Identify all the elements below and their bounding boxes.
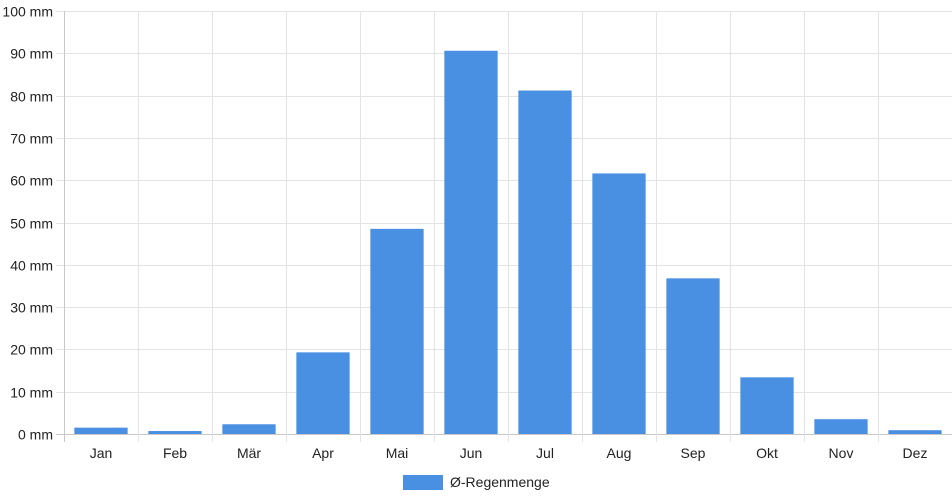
bar-mär[interactable] [222, 424, 276, 434]
legend-label-series[interactable]: Ø-Regenmenge [450, 474, 550, 490]
x-tick-label: Apr [312, 445, 334, 461]
y-tick-label: 10 mm [10, 385, 53, 401]
bar-okt[interactable] [740, 377, 794, 434]
bar-jan[interactable] [74, 427, 128, 434]
y-tick-label: 100 mm [2, 4, 53, 20]
x-tick-label: Nov [829, 445, 854, 461]
bars [74, 50, 942, 435]
bar-sep[interactable] [666, 278, 720, 434]
bar-mai[interactable] [370, 228, 424, 434]
y-tick-label: 50 mm [10, 216, 53, 232]
grid [56, 11, 952, 442]
x-tick-label: Jul [536, 445, 554, 461]
legend[interactable]: Ø-Regenmenge [403, 474, 550, 490]
axes: 0 mm 10 mm 20 mm 30 mm 40 mm 50 mm 60 mm 70 mm 8… [2, 4, 927, 462]
x-tick-label: Feb [163, 445, 187, 461]
y-tick-label: 90 mm [10, 46, 53, 62]
y-tick-label: 60 mm [10, 173, 53, 189]
bar-jun[interactable] [444, 50, 498, 435]
bar-jul[interactable] [518, 90, 572, 435]
bar-dez[interactable] [888, 430, 942, 434]
y-tick-label: 70 mm [10, 131, 53, 147]
x-tick-label: Mär [237, 445, 261, 461]
y-tick-label: 30 mm [10, 300, 53, 316]
bar-nov[interactable] [814, 419, 868, 434]
x-tick-label: Dez [903, 445, 928, 461]
x-tick-label: Jun [460, 445, 483, 461]
bar-apr[interactable] [296, 352, 350, 434]
bar-feb[interactable] [148, 431, 202, 434]
x-tick-label: Jan [90, 445, 113, 461]
y-tick-label: 20 mm [10, 342, 53, 358]
x-tick-label: Sep [681, 445, 706, 461]
legend-swatch[interactable] [403, 475, 443, 490]
y-tick-label: 40 mm [10, 258, 53, 274]
x-tick-label: Okt [756, 445, 778, 461]
x-tick-label: Aug [607, 445, 632, 461]
y-tick-label: 0 mm [18, 427, 53, 443]
bar-aug[interactable] [592, 173, 646, 434]
y-tick-label: 80 mm [10, 89, 53, 105]
x-tick-label: Mai [386, 445, 409, 461]
